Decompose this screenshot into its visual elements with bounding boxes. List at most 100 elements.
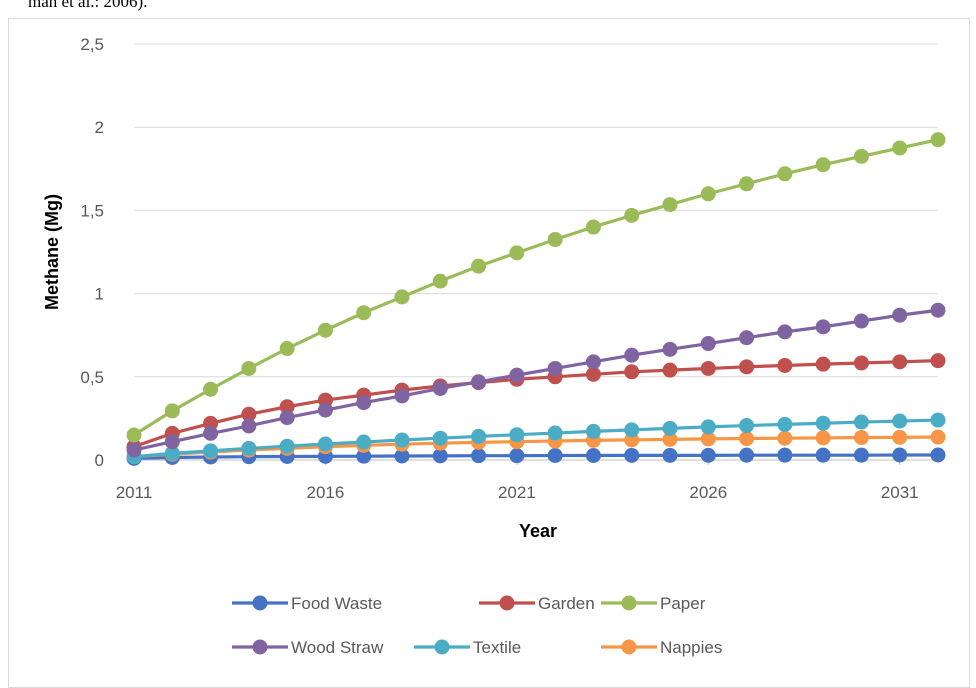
data-point-textile [203,443,219,459]
data-point-food-waste [662,447,678,463]
data-point-paper [739,176,755,192]
series-line-paper [133,138,939,437]
data-point-textile [585,423,601,439]
legend-item-textile: Textile [414,638,521,657]
preceding-text: man et al.: 2006). [28,0,148,11]
data-point-paper [509,245,525,261]
data-point-textile [777,416,793,432]
data-point-textile [547,425,563,441]
data-point-wood-straw [241,418,257,434]
data-point-food-waste [624,447,640,463]
legend-item-food-waste: Food Waste [232,594,382,613]
y-tick-label: 0,5 [80,368,104,387]
data-point-wood-straw [700,336,716,352]
data-point-wood-straw [930,302,946,318]
data-point-paper [624,207,640,223]
series-textile [126,412,946,465]
data-point-paper [126,427,142,443]
x-axis-ticks: 2011 2016 2021 2026 2031 [116,460,919,502]
data-point-paper [279,341,295,357]
data-point-wood-straw [547,360,563,376]
series-line-food-waste [133,453,938,460]
data-point-garden [241,406,257,422]
x-tick-label: 2021 [498,483,536,502]
data-point-food-waste [930,447,946,463]
data-point-garden [700,360,716,376]
legend-label: Wood Straw [291,638,384,657]
legend-swatch-marker [499,595,515,611]
series-wood-straw [126,302,946,458]
legend-label: Textile [473,638,521,657]
legend-label: Nappies [660,638,722,657]
data-point-paper [930,132,946,148]
data-point-food-waste [700,447,716,463]
data-point-paper [394,289,410,305]
data-point-food-waste [739,447,755,463]
legend-item-garden: Garden [479,594,595,613]
data-point-garden [777,357,793,373]
line-chart: 0 0,5 1 1,5 2 2,5 2011 2016 2021 2026 2031 Year M… [42,35,946,657]
data-point-nappies [853,430,869,446]
data-point-textile [853,414,869,430]
data-point-nappies [662,431,678,447]
legend: Food Waste Garden Paper Wood Straw Textile Na… [232,594,722,657]
data-point-wood-straw [279,410,295,426]
data-point-paper [317,322,333,338]
data-point-textile [700,419,716,435]
legend-label: Paper [660,594,706,613]
x-tick-label: 2031 [881,483,919,502]
data-point-garden [853,355,869,371]
data-point-garden [892,354,908,370]
legend-label: Food Waste [291,594,382,613]
data-point-food-waste [777,447,793,463]
data-point-paper [241,360,257,376]
data-point-wood-straw [662,341,678,357]
data-point-textile [356,434,372,450]
x-tick-label: 2016 [307,483,345,502]
legend-item-wood-straw: Wood Straw [232,638,384,657]
gridlines [134,43,938,461]
data-point-paper [203,381,219,397]
data-point-wood-straw [777,324,793,340]
data-point-textile [930,412,946,428]
data-point-textile [164,445,180,461]
legend-swatch-marker [252,639,268,655]
data-point-garden [662,362,678,378]
legend-swatch-marker [621,595,637,611]
series-group [126,132,946,466]
data-point-garden [585,366,601,382]
data-point-garden [624,364,640,380]
y-tick-label: 1,5 [80,201,104,220]
data-point-paper [892,140,908,156]
y-tick-label: 2 [95,118,104,137]
x-axis-title: Year [519,521,557,541]
data-point-textile [471,428,487,444]
y-axis-title: Methane (Mg) [42,194,62,310]
data-point-textile [892,413,908,429]
y-axis-ticks: 0 0,5 1 1,5 2 2,5 [80,35,104,470]
data-point-paper [432,273,448,289]
data-point-wood-straw [356,395,372,411]
legend-item-nappies: Nappies [601,638,722,657]
data-point-nappies [892,429,908,445]
legend-swatch-marker [252,595,268,611]
data-point-paper [471,258,487,274]
y-tick-label: 2,5 [80,35,104,54]
data-point-nappies [777,430,793,446]
data-point-textile [241,440,257,456]
data-point-garden [815,356,831,372]
series-paper [126,132,946,443]
data-point-wood-straw [164,434,180,450]
data-point-nappies [700,431,716,447]
data-point-paper [164,403,180,419]
data-point-wood-straw [203,425,219,441]
data-point-textile [317,436,333,452]
data-point-nappies [815,430,831,446]
series-line-garden [133,359,939,449]
data-point-textile [739,418,755,434]
data-point-wood-straw [317,402,333,418]
y-tick-label: 0 [95,451,104,470]
data-point-textile [432,430,448,446]
data-point-food-waste [585,448,601,464]
data-point-paper [700,186,716,202]
